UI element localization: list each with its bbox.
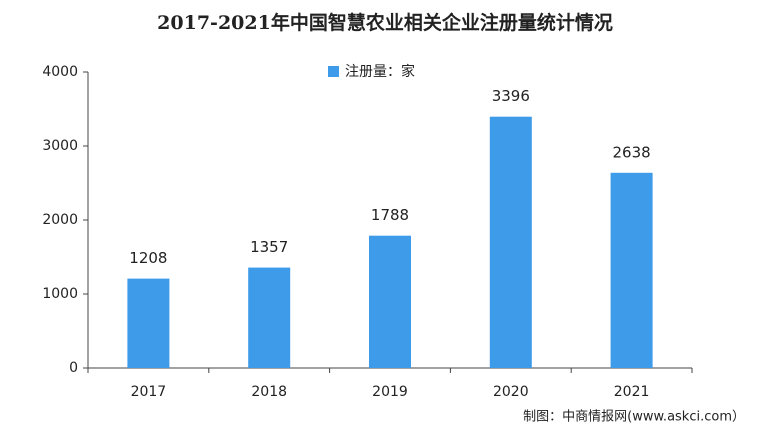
bar: [610, 172, 653, 368]
value-label: 2638: [613, 143, 651, 161]
y-tick-label: 2000: [42, 212, 78, 228]
legend-swatch: [328, 66, 339, 77]
x-tick-label: 2021: [614, 384, 650, 400]
x-tick-label: 2017: [131, 384, 167, 400]
bar: [489, 116, 532, 368]
value-label: 3396: [492, 87, 530, 105]
bar: [369, 235, 411, 368]
bar: [127, 278, 170, 368]
y-tick-label: 4000: [42, 64, 78, 80]
y-tick-label: 3000: [42, 138, 78, 154]
x-tick-label: 2019: [372, 384, 408, 400]
source-note: 制图：中商情报网(www.askci.com）: [523, 410, 745, 425]
y-tick-label: 0: [69, 360, 78, 376]
value-label: 1788: [371, 206, 409, 224]
x-tick-label: 2020: [493, 384, 529, 400]
legend-label: 注册量：家: [345, 63, 415, 80]
value-label: 1357: [250, 238, 288, 256]
value-label: 1208: [129, 249, 167, 267]
y-tick-label: 1000: [42, 286, 78, 302]
x-tick-label: 2018: [251, 384, 287, 400]
chart-title: 2017-2021年中国智慧农业相关企业注册量统计情况: [157, 11, 613, 34]
bar: [248, 267, 291, 368]
